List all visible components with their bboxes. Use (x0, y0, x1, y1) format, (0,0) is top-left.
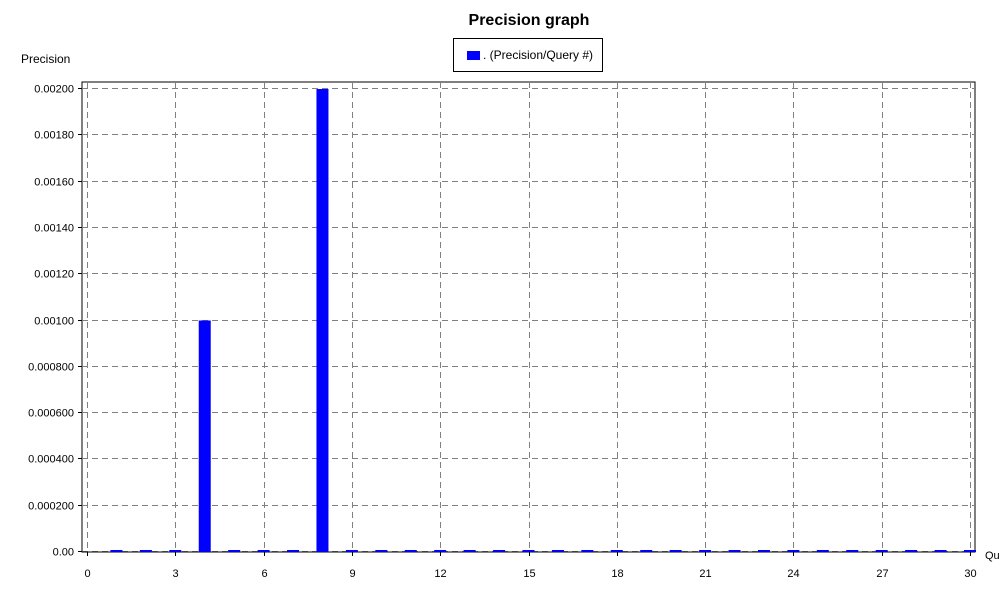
y-tick-label: 0.000800 (28, 362, 74, 374)
legend: . (Precision/Query #) (453, 38, 603, 72)
x-tick-label: 6 (261, 568, 267, 580)
bar (110, 550, 123, 552)
bar (787, 550, 800, 552)
bar (463, 550, 476, 552)
bar (699, 550, 712, 552)
y-tick-label: 0.00 (53, 547, 74, 559)
bar (934, 550, 947, 552)
y-tick-label: 0.00140 (34, 223, 74, 235)
bar (316, 89, 329, 552)
bar (257, 550, 270, 552)
y-tick-label: 0.000200 (28, 501, 74, 513)
legend-label: . (Precision/Query #) (483, 48, 594, 62)
bar (169, 550, 182, 552)
x-tick-label: 24 (787, 568, 799, 580)
bar (728, 550, 741, 552)
bar (581, 550, 594, 552)
bar (905, 550, 918, 552)
bar (610, 550, 623, 552)
x-tick-label: 21 (699, 568, 711, 580)
bar (522, 550, 535, 552)
bar (757, 550, 770, 552)
y-tick-label: 0.00180 (34, 130, 74, 142)
bar (287, 550, 300, 552)
x-tick-label: 3 (172, 568, 178, 580)
plot-area (81, 81, 976, 553)
bar (551, 550, 564, 552)
bar (228, 550, 241, 552)
bar (434, 550, 447, 552)
y-tick-label: 0.00160 (34, 177, 74, 189)
y-tick-label: 0.00200 (34, 84, 74, 96)
bar (493, 550, 506, 552)
y-axis-title: Precision (21, 52, 71, 66)
bar (375, 550, 388, 552)
bar (669, 550, 682, 552)
x-tick-label: 12 (434, 568, 446, 580)
x-tick-label: 15 (523, 568, 535, 580)
bar (875, 550, 888, 552)
bar (404, 550, 417, 552)
bar (139, 550, 152, 552)
bar (640, 550, 653, 552)
chart-title: Precision graph (468, 12, 590, 29)
x-axis-title: Qu (985, 550, 1000, 562)
x-tick-label: 9 (349, 568, 355, 580)
x-tick-label: 30 (964, 568, 976, 580)
x-tick-label: 0 (84, 568, 90, 580)
y-tick-label: 0.00120 (34, 269, 74, 281)
bar (964, 550, 976, 552)
bar (198, 320, 211, 552)
y-tick-label: 0.000400 (28, 454, 74, 466)
x-tick-label: 18 (611, 568, 623, 580)
bar (816, 550, 829, 552)
y-tick-label: 0.00100 (34, 316, 74, 328)
y-tick-label: 0.000600 (28, 408, 74, 420)
bar (345, 550, 358, 552)
legend-swatch (467, 50, 480, 60)
bar (846, 550, 859, 552)
x-tick-label: 27 (876, 568, 888, 580)
